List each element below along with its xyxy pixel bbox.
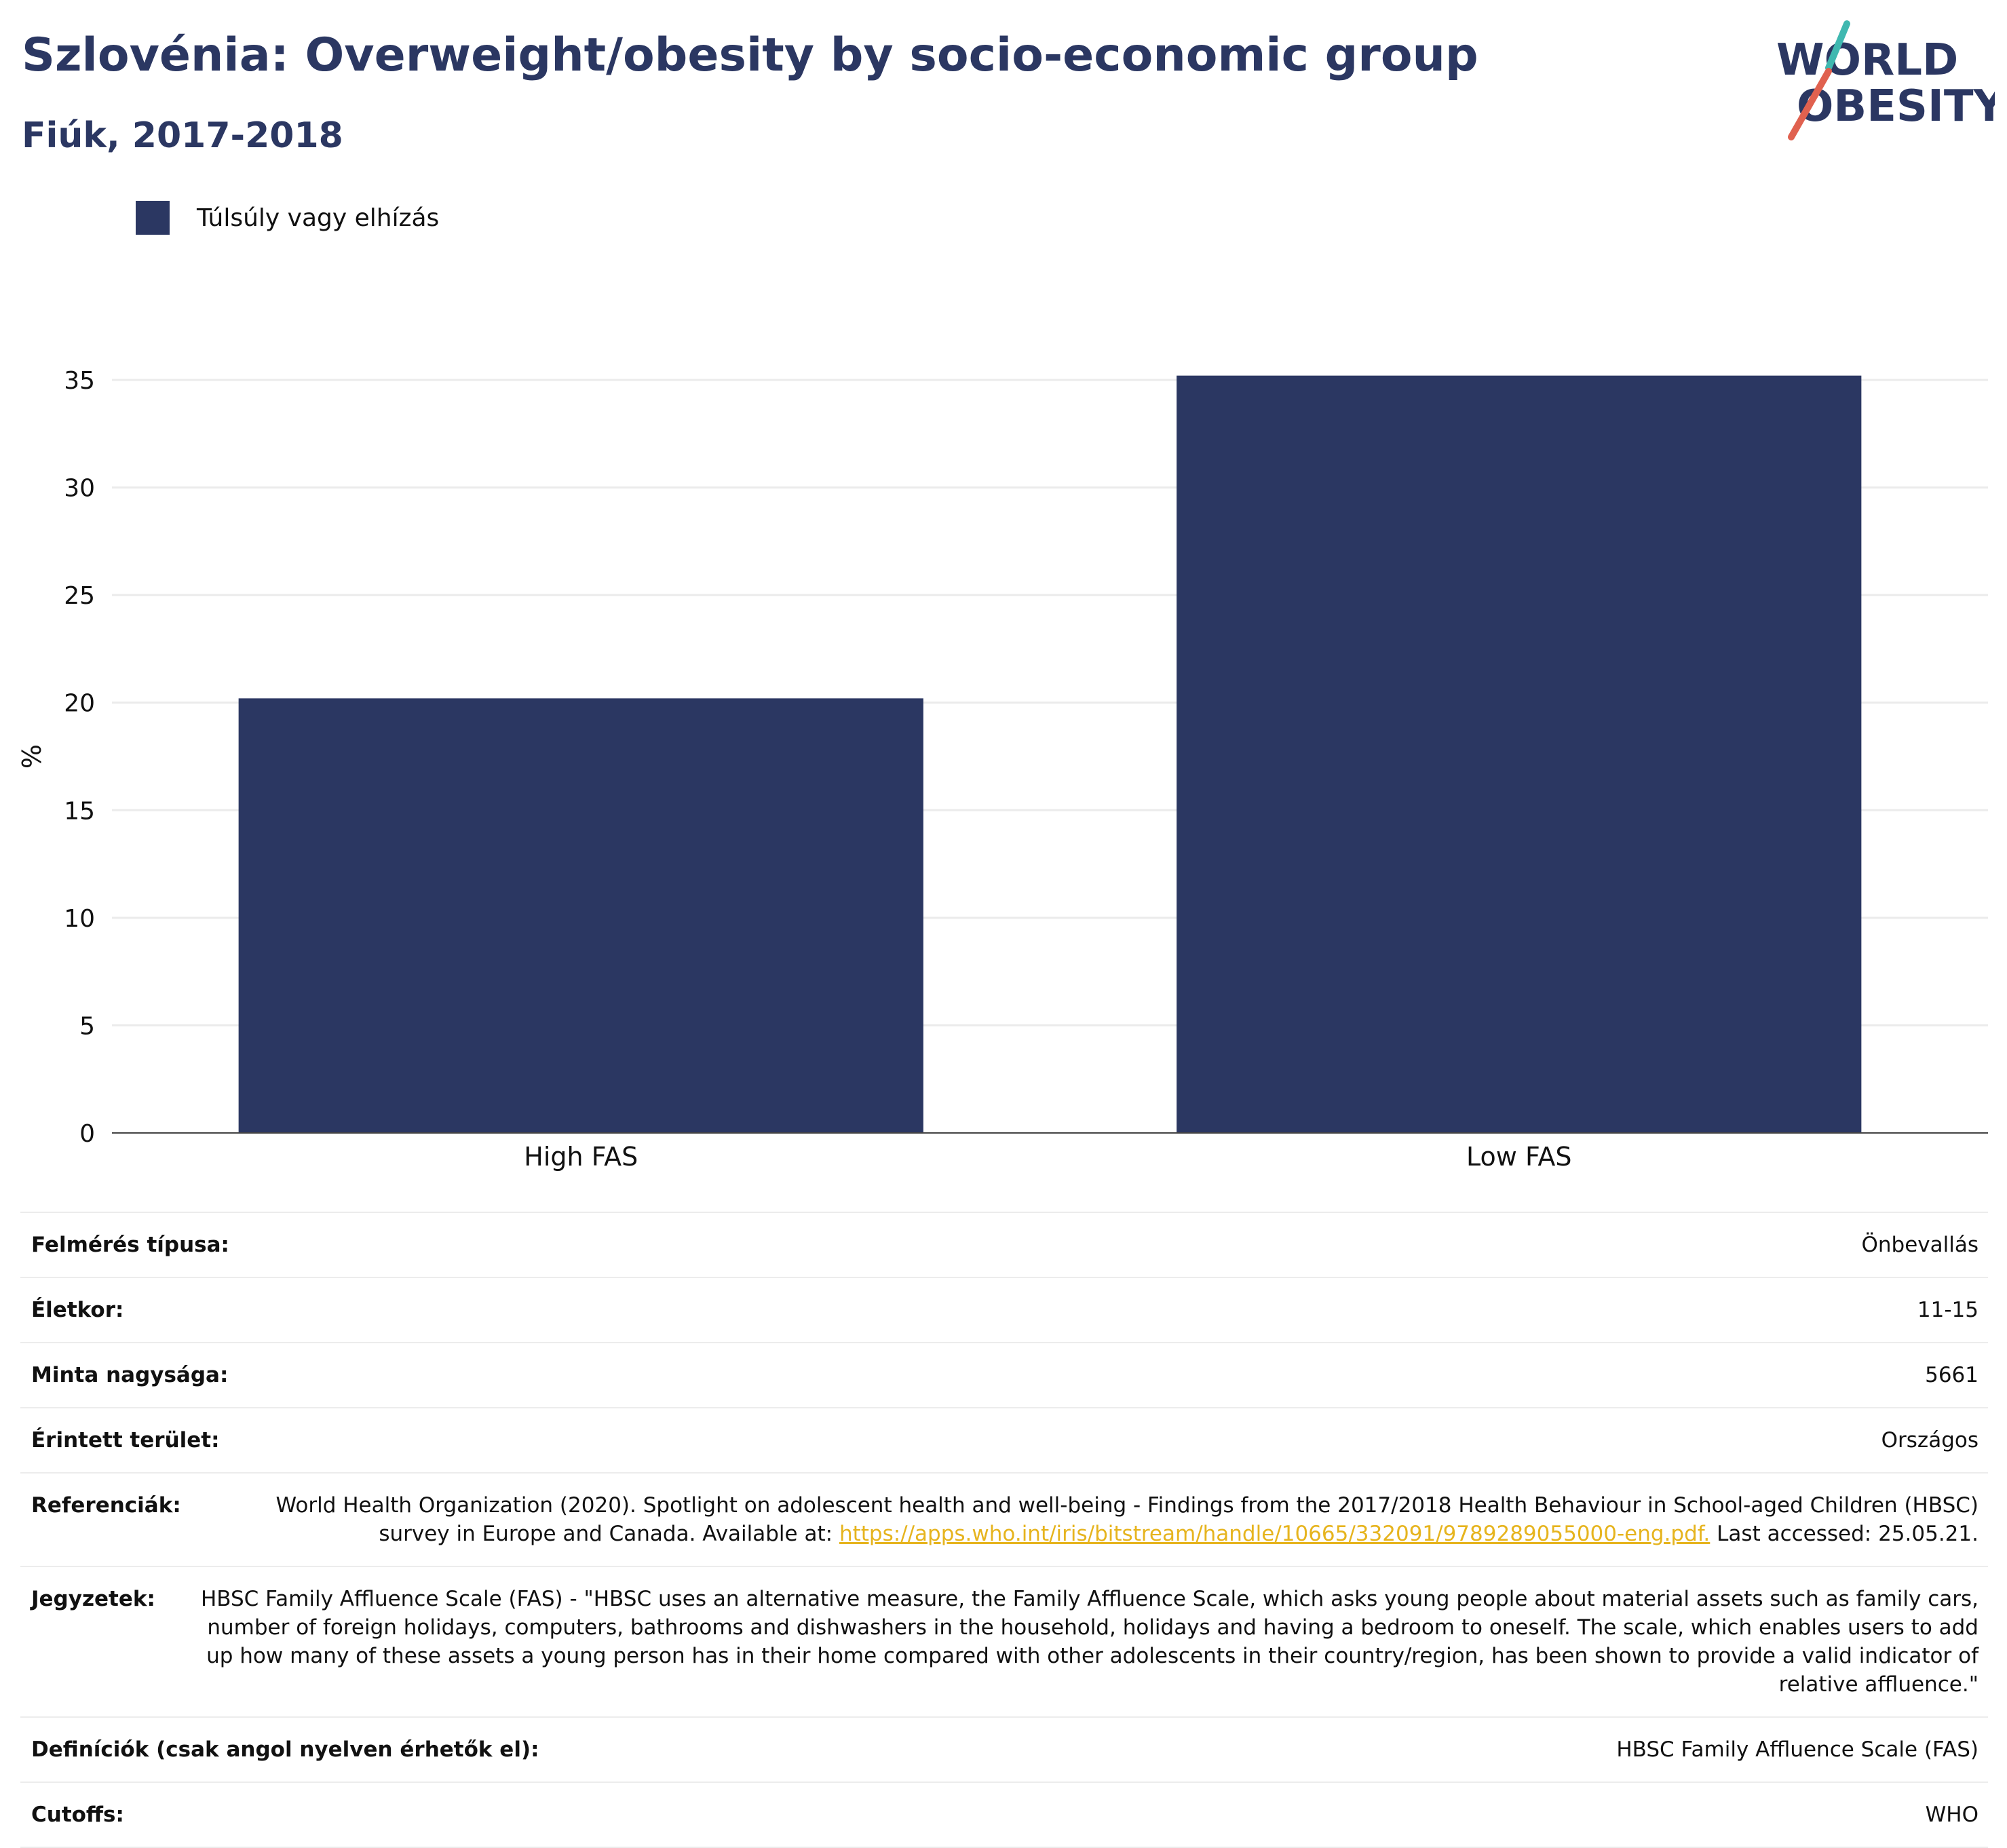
info-row: Felmérés típusa: Önbevallás: [20, 1213, 1988, 1278]
info-label: Cutoffs:: [31, 1803, 124, 1827]
info-label: Referenciák:: [31, 1493, 181, 1518]
info-label: Életkor:: [31, 1298, 124, 1322]
info-row: Cutoffs: WHO: [20, 1783, 1988, 1848]
world-obesity-logo: WORLD OBESITY: [1776, 20, 1995, 140]
y-tick-label: 30: [64, 475, 95, 503]
info-value: WHO: [1925, 1803, 1979, 1827]
info-label: Érintett terület:: [31, 1428, 220, 1452]
info-row: Életkor: 11-15: [20, 1278, 1988, 1343]
y-tick-label: 5: [79, 1012, 95, 1040]
x-axis-labels: High FAS Low FAS: [524, 1142, 1571, 1172]
logo-text-world: WORLD: [1776, 35, 1958, 85]
info-row: Jegyzetek: HBSC Family Affluence Scale (F…: [20, 1567, 1988, 1718]
info-row: Referenciák: World Health Organization (2…: [20, 1474, 1988, 1567]
info-value: World Health Organization (2020). Spotli…: [275, 1493, 1979, 1546]
reference-link[interactable]: https://apps.who.int/iris/bitstream/hand…: [839, 1522, 1710, 1546]
info-row: Minta nagysága: 5661: [20, 1343, 1988, 1408]
info-value: 11-15: [1917, 1298, 1979, 1322]
logo-slash-teal: [1825, 20, 1850, 71]
info-label: Definíciók (csak angol nyelven érhetők e…: [31, 1737, 539, 1762]
logo-slash-red: [1788, 68, 1832, 140]
info-table: Felmérés típusa: Önbevallás Életkor: 11-15 M…: [20, 1212, 1988, 1848]
logo-text-obesity: OBESITY: [1797, 81, 1995, 132]
y-axis-ticks: 0 5 10 15 20 25 30 35: [64, 367, 95, 1148]
info-label: Minta nagysága:: [31, 1363, 229, 1387]
y-tick-label: 0: [79, 1120, 95, 1148]
info-value: 5661: [1925, 1363, 1979, 1387]
chart-legend[interactable]: Túlsúly vagy elhízás: [136, 201, 439, 235]
y-tick-label: 35: [64, 367, 95, 395]
y-tick-label: 20: [64, 690, 95, 718]
bar-high-fas[interactable]: [238, 698, 923, 1133]
bar-low-fas[interactable]: [1177, 375, 1862, 1133]
info-row: Érintett terület: Országos: [20, 1408, 1988, 1474]
legend-label: Túlsúly vagy elhízás: [197, 204, 440, 232]
y-tick-label: 15: [64, 797, 95, 825]
x-tick-label: Low FAS: [1466, 1142, 1571, 1172]
info-value: Országos: [1881, 1428, 1979, 1452]
x-tick-label: High FAS: [524, 1142, 638, 1172]
info-value: HBSC Family Affluence Scale (FAS) - "HBS…: [200, 1587, 1979, 1697]
chart-subtitle: Fiúk, 2017-2018: [22, 115, 343, 156]
y-axis-label: %: [17, 744, 47, 769]
info-row: Definíciók (csak angol nyelven érhetők e…: [20, 1718, 1988, 1783]
info-label: Felmérés típusa:: [31, 1233, 229, 1257]
info-label: Jegyzetek:: [31, 1587, 155, 1611]
legend-swatch: [136, 201, 170, 235]
chart-title: Szlovénia: Overweight/obesity by socio-e…: [22, 28, 1478, 82]
y-tick-label: 25: [64, 582, 95, 610]
bar-chart: 0 5 10 15 20 25 30 35 High FAS Low FAS %: [17, 367, 1988, 1172]
bars: [238, 375, 1862, 1133]
y-tick-label: 10: [64, 905, 95, 933]
info-value: Önbevallás: [1861, 1233, 1979, 1257]
info-value: HBSC Family Affluence Scale (FAS): [1616, 1737, 1979, 1762]
